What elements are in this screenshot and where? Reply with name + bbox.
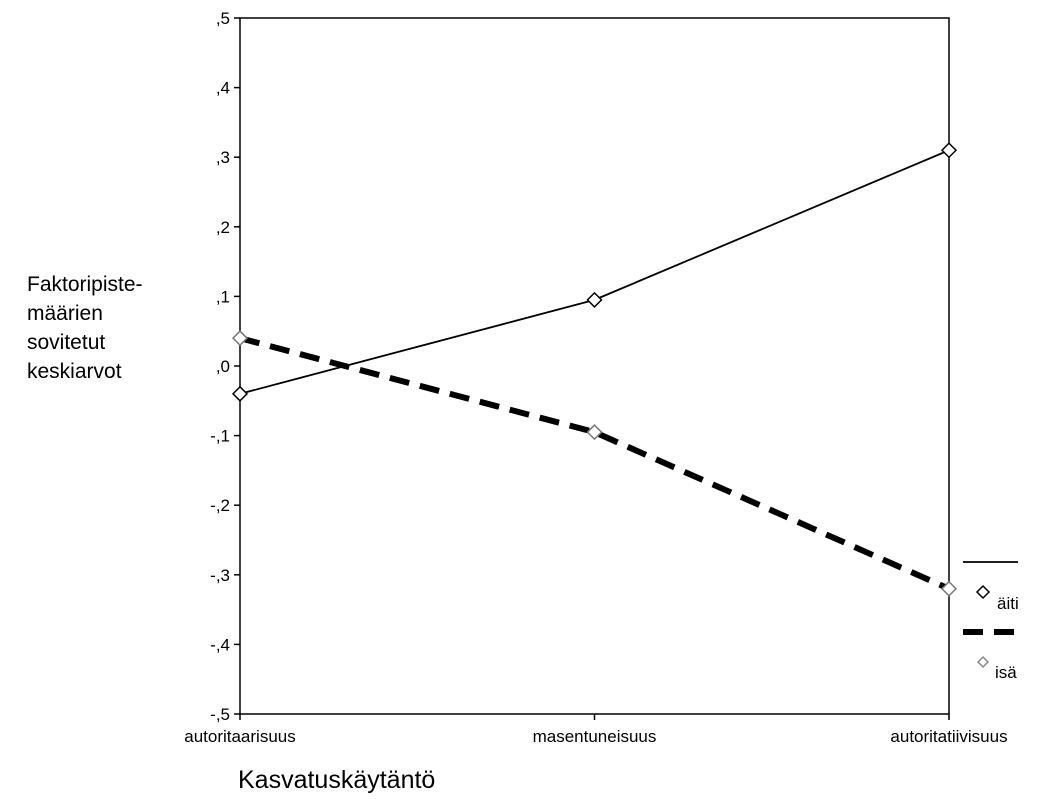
data-point [586,424,603,441]
y-tick-label: -,4 [210,635,230,654]
x-axis: autoritaarisuus masentuneisuus autoritatii… [184,714,1008,746]
y-tick-label: -,2 [210,496,230,515]
x-axis-label: Kasvatuskäytäntö [238,766,436,794]
y-axis-label-line: Faktoripiste- [27,273,143,296]
legend-marker-isa [976,655,990,669]
series-line-isa [239,335,951,592]
series-line-aiti [239,149,950,395]
y-tick-label: ,4 [216,79,230,98]
legend-label-isa: isä [995,663,1017,682]
y-axis-label-line: sovitetut [27,331,106,354]
data-point [231,385,249,402]
y-axis-label-line: keskiarvot [27,360,122,383]
data-point [586,291,603,308]
y-tick-label: -,1 [210,427,230,446]
y-tick-label: ,2 [216,218,230,237]
data-point [940,142,958,159]
y-tick-label: ,5 [216,9,230,28]
y-axis-label-line: määrien [27,302,103,325]
legend-label-aiti: äiti [997,594,1019,613]
y-tick-label: ,1 [216,287,230,306]
y-tick-label: ,0 [216,357,230,376]
series-lines [231,142,958,597]
x-tick-label: masentuneisuus [533,727,657,746]
data-point [231,330,249,347]
y-tick-label: -,3 [210,566,230,585]
y-tick-label: -,5 [210,705,230,724]
legend: äiti isä [963,561,1019,682]
y-tick-label: ,3 [216,148,230,167]
legend-marker-aiti [975,584,991,600]
data-point [940,580,958,597]
x-tick-label: autoritatiivisuus [890,727,1007,746]
x-tick-label: autoritaarisuus [184,727,296,746]
y-axis: ,5 ,4 ,3 ,2 ,1 ,0 -,1 -,2 -,3 -,4 -,5 [210,9,240,724]
y-axis-label: Faktoripiste- määrien sovitetut keskiarv… [27,270,143,386]
